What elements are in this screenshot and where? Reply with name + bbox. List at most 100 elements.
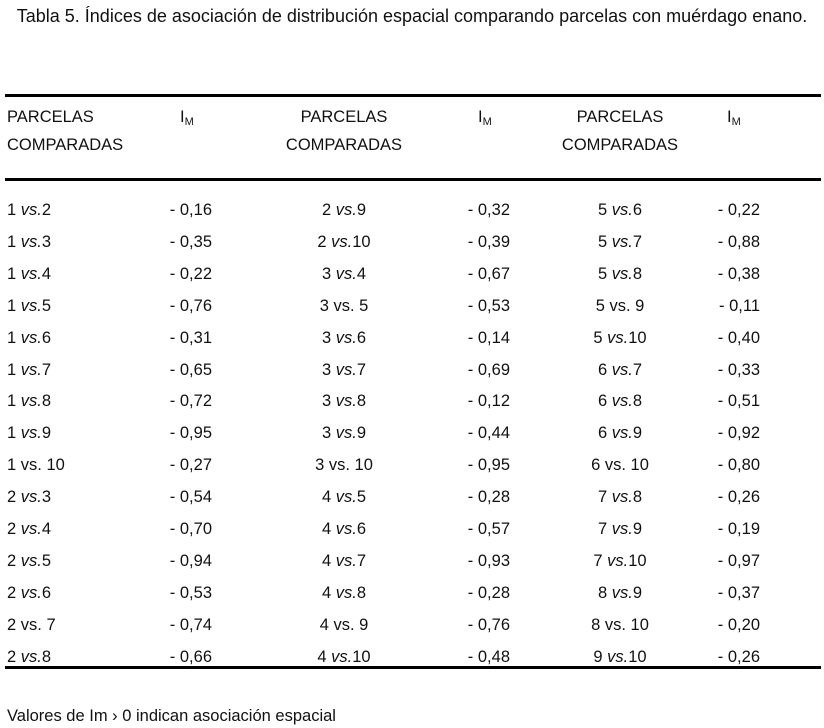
pair-cell: 2 vs.10 bbox=[317, 228, 370, 256]
plot-number: 7 bbox=[356, 360, 367, 379]
pair-cell: 4 vs.8 bbox=[322, 579, 366, 607]
plot-number: 10 bbox=[628, 328, 647, 347]
im-value-cell: - 0,51 bbox=[717, 392, 760, 411]
versus-text: vs. bbox=[335, 520, 357, 538]
header-pairs-1: PARCELAS COMPARADAS bbox=[7, 103, 123, 159]
im-value-cell: - 0,54 bbox=[169, 488, 212, 507]
plot-number: 1 bbox=[7, 392, 21, 411]
plot-number: 9 bbox=[632, 520, 643, 538]
pair-cell: 4 vs.10 bbox=[317, 643, 370, 671]
im-value-cell: - 0,53 bbox=[169, 583, 212, 602]
table-row: 1 vs. 10 - 0,27 3 vs. 10 - 0,95 6 vs. 10 - 0,… bbox=[0, 451, 824, 479]
plot-number: 8 bbox=[632, 392, 643, 411]
plot-number: 10 bbox=[352, 232, 371, 251]
plot-number: 3 bbox=[315, 456, 329, 475]
plot-number: 1 bbox=[7, 264, 21, 283]
plot-number: 2 bbox=[321, 201, 336, 219]
im-value-cell: - 0,48 bbox=[467, 647, 510, 666]
im-value-cell: - 0,20 bbox=[717, 615, 760, 634]
table-row: 1 vs.8- 0,72 3 vs.8- 0,12 6 vs.8- 0,51 bbox=[0, 387, 824, 415]
pair-cell: 6 vs.9 bbox=[598, 419, 642, 447]
pair-cell: 2 vs.4 bbox=[7, 515, 51, 543]
pair-cell: 5 vs.6 bbox=[598, 196, 642, 224]
versus-text: vs. bbox=[20, 615, 47, 634]
plot-number: 6 bbox=[632, 201, 643, 219]
plot-number: 2 bbox=[317, 232, 332, 251]
plot-number: 2 bbox=[7, 615, 21, 634]
plot-number: 5 bbox=[595, 296, 610, 315]
table-row: 2 vs.3- 0,54 4 vs.5- 0,28 7 vs.8- 0,26 bbox=[0, 483, 824, 511]
pair-cell: 1 vs.2 bbox=[7, 196, 51, 224]
im-value-cell: - 0,37 bbox=[717, 583, 760, 602]
plot-number: 10 bbox=[630, 615, 649, 634]
plot-number: 1 bbox=[7, 201, 21, 219]
pair-cell: 4 vs. 9 bbox=[320, 611, 369, 639]
plot-number: 10 bbox=[628, 647, 647, 666]
versus-text: vs. bbox=[333, 296, 360, 315]
plot-number: 10 bbox=[46, 456, 65, 475]
versus-text: vs. bbox=[328, 456, 355, 475]
versus-text: vs. bbox=[335, 392, 357, 411]
plot-number: 2 bbox=[7, 647, 21, 666]
plot-number: 8 bbox=[632, 264, 643, 283]
pair-cell: 7 vs.8 bbox=[598, 483, 642, 511]
versus-text: vs. bbox=[331, 647, 353, 666]
plot-number: 8 bbox=[41, 392, 52, 411]
pair-cell: 2 vs. 7 bbox=[7, 611, 56, 639]
versus-text: vs. bbox=[331, 232, 353, 251]
plot-number: 4 bbox=[317, 647, 332, 666]
plot-number: 4 bbox=[321, 551, 336, 570]
im-value-cell: - 0,27 bbox=[169, 456, 212, 475]
header-im-2: IM bbox=[478, 108, 492, 128]
versus-text: vs. bbox=[335, 328, 357, 347]
plot-number: 5 bbox=[593, 328, 608, 347]
pair-cell: 8 vs.9 bbox=[598, 579, 642, 607]
pair-cell: 5 vs.8 bbox=[598, 260, 642, 288]
pair-cell: 3 vs.7 bbox=[322, 356, 366, 384]
versus-text: vs. bbox=[335, 583, 357, 602]
plot-number: 3 bbox=[321, 328, 336, 347]
im-value-cell: - 0,65 bbox=[169, 360, 212, 379]
im-value-cell: - 0,19 bbox=[717, 520, 760, 538]
plot-number: 4 bbox=[319, 615, 334, 634]
plot-number: 1 bbox=[7, 328, 21, 347]
plot-number: 5 bbox=[597, 232, 612, 251]
versus-text: vs. bbox=[20, 424, 42, 443]
pair-cell: 1 vs.4 bbox=[7, 260, 51, 288]
versus-text: vs. bbox=[611, 360, 633, 379]
im-value-cell: - 0,76 bbox=[467, 615, 510, 634]
plot-number: 6 bbox=[597, 392, 612, 411]
plot-number: 8 bbox=[41, 647, 52, 666]
im-value-cell: - 0,26 bbox=[717, 647, 760, 666]
im-value-cell: - 0,33 bbox=[717, 360, 760, 379]
versus-text: vs. bbox=[20, 520, 42, 538]
plot-number: 7 bbox=[632, 232, 643, 251]
versus-text: vs. bbox=[335, 488, 357, 507]
pair-cell: 3 vs.4 bbox=[322, 260, 366, 288]
im-value-cell: - 0,67 bbox=[467, 264, 510, 283]
plot-number: 3 bbox=[321, 392, 336, 411]
plot-number: 4 bbox=[321, 583, 336, 602]
plot-number: 7 bbox=[593, 551, 608, 570]
plot-number: 5 bbox=[597, 201, 612, 219]
versus-text: vs. bbox=[333, 615, 360, 634]
versus-text: vs. bbox=[335, 551, 357, 570]
plot-number: 9 bbox=[632, 583, 643, 602]
plot-number: 7 bbox=[597, 520, 612, 538]
plot-number: 4 bbox=[41, 264, 52, 283]
plot-number: 2 bbox=[7, 488, 21, 507]
pair-cell: 7 vs.10 bbox=[593, 547, 646, 575]
pair-cell: 4 vs.6 bbox=[322, 515, 366, 543]
plot-number: 10 bbox=[354, 456, 373, 475]
plot-number: 7 bbox=[46, 615, 56, 634]
plot-number: 8 bbox=[356, 583, 367, 602]
versus-text: vs. bbox=[20, 583, 42, 602]
plot-number: 1 bbox=[7, 424, 21, 443]
plot-number: 3 bbox=[41, 488, 52, 507]
im-value-cell: - 0,92 bbox=[717, 424, 760, 443]
plot-number: 10 bbox=[352, 647, 371, 666]
plot-number: 7 bbox=[632, 360, 643, 379]
plot-number: 3 bbox=[321, 360, 336, 379]
im-value-cell: - 0,12 bbox=[467, 392, 510, 411]
pair-cell: 2 vs.3 bbox=[7, 483, 51, 511]
